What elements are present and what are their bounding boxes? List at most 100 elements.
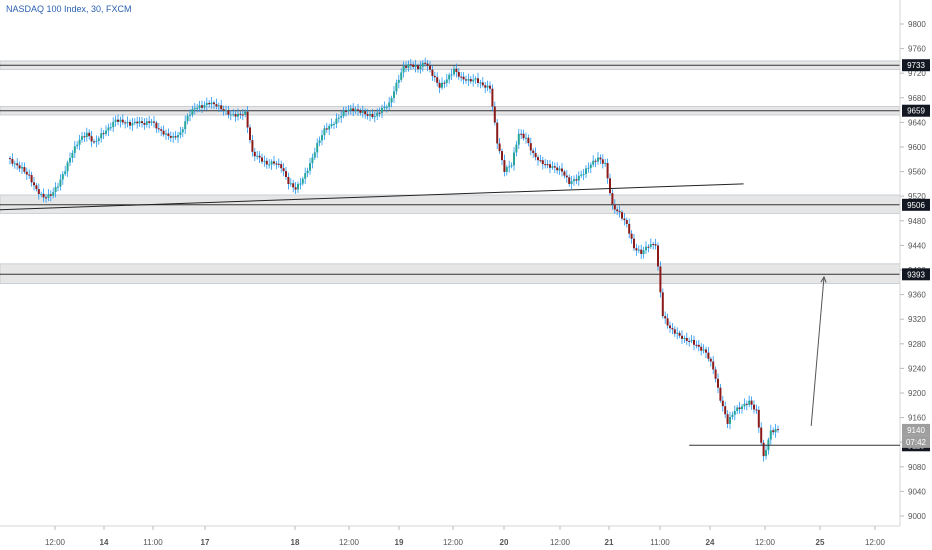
candle-body [733,411,736,415]
candle-body [232,114,235,116]
candle-body [85,132,88,138]
candle-body [345,111,347,113]
candle-body [469,79,472,82]
candle-body [443,82,446,84]
y-tick-label: 9680 [908,94,926,103]
candle-body [114,119,117,122]
candle-body [486,85,489,88]
x-tick-label: 19 [395,538,404,547]
candle-body [669,325,671,329]
candle-body [220,105,223,110]
candle-body [126,121,129,124]
candle-body [275,163,278,165]
candle-body [328,126,331,130]
candle-body [721,400,724,407]
candle-body [316,143,319,153]
candle-body [395,82,398,92]
candle-body [172,136,175,138]
candle-body [301,178,304,184]
candle-body [719,387,722,401]
candle-body [66,162,69,172]
candle-body [517,133,520,145]
candle-body [400,72,403,80]
zone-rect [0,194,901,214]
candle-body [657,245,659,267]
candle-body [613,204,616,210]
candle-body [292,183,295,188]
candle-body [359,110,362,113]
candle-body [745,403,748,405]
candle-body [421,62,424,67]
candle-body [150,121,153,123]
candle-body [28,174,31,176]
candle-body [484,85,487,88]
candle-body [510,165,513,167]
y-tick-label: 9360 [908,291,926,300]
candle-body [246,111,249,128]
candle-body [649,244,652,247]
candle-body [597,157,599,162]
candle-body [501,151,503,161]
candle-body [577,175,580,181]
zone-rect [0,263,901,284]
candle-body [49,194,52,196]
candle-body [112,121,115,128]
candle-body [726,414,729,424]
candle-body [772,430,775,433]
x-tick-label: 20 [500,538,509,547]
y-tick-label: 9240 [908,364,926,373]
candle-body [561,168,563,172]
candle-body [174,136,177,138]
candle-body [253,151,256,157]
y-tick-label: 9720 [908,69,926,78]
candle-body [11,158,14,164]
candle-body [373,116,376,118]
candle-body [618,211,621,213]
candle-body [412,64,415,67]
y-tick-label: 9000 [908,512,926,521]
candle-body [153,121,155,123]
chart-title: NASDAQ 100 Index, 30, FXCM [6,4,132,14]
candle-body [563,171,566,176]
candle-body [59,179,62,187]
candle-body [659,266,662,293]
candle-body [498,143,501,152]
candle-body [282,168,285,172]
price-label-box [902,423,930,436]
candle-body [642,250,645,254]
candle-body [97,138,100,141]
candle-body [45,197,47,199]
candle-body [234,114,237,117]
candle-body [321,135,323,141]
candle-body [479,82,482,84]
candle-body [472,79,475,82]
y-tick-label: 9160 [908,414,926,423]
candle-body [541,160,544,165]
projection-arrow-line [810,276,825,426]
candle-body [445,79,448,83]
candle-body [203,105,206,108]
candle-body [640,249,643,254]
candle-body [474,78,477,80]
candle-body [436,77,439,83]
price-label-box [902,198,930,211]
candle-body [529,143,532,151]
candle-body [258,155,261,158]
candle-body [306,170,309,174]
candle-body [549,164,551,168]
candle-body [191,109,194,115]
candle-body [702,349,705,351]
candle-body [609,178,611,194]
y-tick-label: 9280 [908,340,926,349]
y-tick-label: 9800 [908,20,926,29]
candle-body [441,82,443,88]
candle-body [71,152,74,159]
candle-body [381,107,383,113]
candle-body [229,114,232,116]
candle-body [54,187,57,193]
candle-body [138,121,141,124]
candle-body [265,160,268,165]
candle-body [558,168,561,171]
candle-body [537,157,539,161]
